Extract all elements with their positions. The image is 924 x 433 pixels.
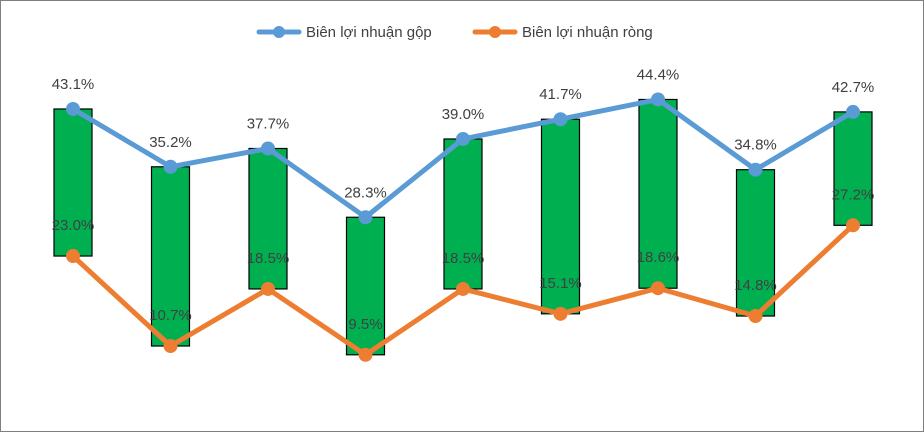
legend-marker-0 [273,26,285,38]
high-low-bar [540,118,581,315]
gross-margin-label: 34.8% [734,137,777,154]
gross-margin-label: 44.4% [637,66,680,83]
net-margin-point [358,347,373,362]
high-low-bar [638,98,678,289]
gross-margin-point [163,159,178,174]
net-margin-point [66,249,80,264]
high-low-bar [833,111,873,226]
net-margin-point [748,309,763,324]
net-margin-point [846,218,860,233]
legend-marker-1 [489,26,501,38]
gross-margin-point [553,112,568,127]
series-lines [66,92,860,362]
net-margin-label: 14.8% [734,277,777,294]
net-margin-label: 10.7% [149,307,192,324]
net-margin-point [261,281,275,296]
net-margin-label: 18.6% [637,249,680,266]
net-margin-label: 23.0% [52,217,95,234]
net-margin-point [651,281,665,296]
gross-margin-label: 28.3% [344,184,387,201]
gross-margin-label: 37.7% [247,115,290,132]
high-low-bar [735,169,776,317]
gross-margin-point [846,104,860,119]
gross-margin-label: 41.7% [539,86,582,103]
gross-margin-label: 42.7% [832,79,875,96]
legend: Biên lợi nhuận gộp Biên lợi nhuận ròng [256,24,653,41]
high-low-bar [443,138,483,290]
high-low-bar [53,108,93,257]
legend-label-0: Biên lợi nhuận gộp [306,24,432,41]
high-low-bar [345,216,386,356]
legend-label-1: Biên lợi nhuận ròng [522,24,653,41]
gross-margin-label: 39.0% [442,106,485,123]
gross-margin-point [261,141,275,156]
net-margin-point [553,306,568,321]
gross-margin-label: 35.2% [149,134,192,151]
gross-margin-point [651,92,665,107]
high-low-bars [53,98,873,356]
gross-margin-point [456,131,470,146]
gross-margin-point [358,210,373,225]
gross-margin-label: 43.1% [52,76,95,93]
net-margin-point [456,281,470,296]
high-low-bar [248,147,288,290]
gross-margin-point [748,162,763,177]
net-margin-label: 18.5% [247,250,290,267]
net-margin-point [163,339,178,354]
gross-margin-point [66,101,80,116]
net-margin-label: 18.5% [442,250,485,267]
data-labels: 43.1% 35.2% 37.7% 28.3% 39.0% 41.7% 44.4% 34.8%… [52,66,875,332]
net-margin-label: 9.5% [348,316,382,333]
net-margin-label: 27.2% [832,186,875,203]
net-margin-label: 15.1% [539,275,582,292]
